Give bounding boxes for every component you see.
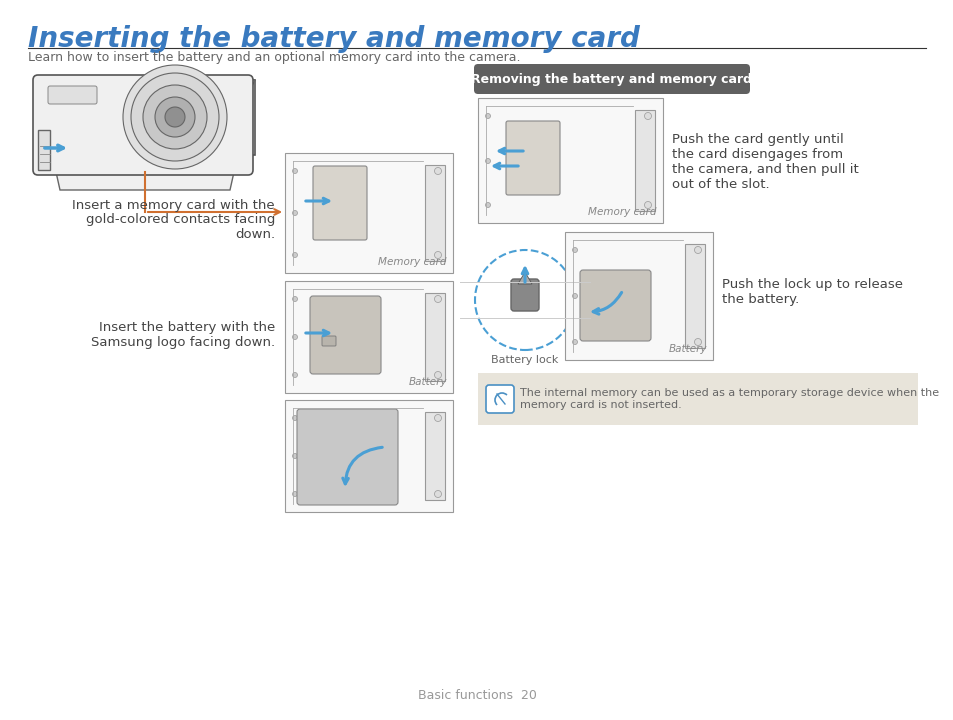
Text: Memory card: Memory card (588, 207, 657, 217)
FancyBboxPatch shape (474, 64, 749, 94)
Circle shape (434, 295, 441, 302)
Bar (38, 130, 50, 170)
Circle shape (572, 340, 577, 344)
Circle shape (154, 97, 194, 137)
Circle shape (293, 335, 297, 340)
Circle shape (572, 248, 577, 253)
Circle shape (293, 492, 297, 497)
Polygon shape (35, 80, 254, 110)
FancyBboxPatch shape (579, 270, 650, 341)
Text: Battery: Battery (408, 377, 447, 387)
Polygon shape (40, 100, 250, 190)
FancyBboxPatch shape (313, 166, 367, 240)
Circle shape (293, 372, 297, 377)
Circle shape (485, 114, 490, 119)
Circle shape (694, 246, 700, 253)
Bar (684, 244, 704, 348)
Circle shape (434, 168, 441, 174)
FancyBboxPatch shape (296, 409, 397, 505)
Text: Insert a memory card with the
gold-colored contacts facing
down.: Insert a memory card with the gold-color… (72, 199, 274, 241)
Circle shape (165, 107, 185, 127)
Text: Removing the battery and memory card: Removing the battery and memory card (471, 73, 752, 86)
Circle shape (293, 168, 297, 174)
Bar (424, 293, 444, 381)
Circle shape (485, 158, 490, 163)
Text: Push the card gently until
the card disengages from
the camera, and then pull it: Push the card gently until the card dise… (671, 133, 858, 191)
Circle shape (293, 415, 297, 420)
FancyBboxPatch shape (33, 75, 253, 175)
Bar (424, 412, 444, 500)
Bar (635, 110, 655, 211)
Circle shape (123, 65, 227, 169)
Text: Insert the battery with the
Samsung logo facing down.: Insert the battery with the Samsung logo… (91, 321, 274, 349)
Bar (424, 165, 444, 261)
Text: Inserting the battery and memory card: Inserting the battery and memory card (28, 25, 639, 53)
FancyBboxPatch shape (48, 86, 97, 104)
Polygon shape (35, 80, 254, 155)
Polygon shape (35, 80, 254, 130)
Bar (285, 153, 453, 273)
Circle shape (143, 85, 207, 149)
Text: Basic functions  20: Basic functions 20 (417, 689, 536, 702)
FancyBboxPatch shape (322, 336, 335, 346)
Circle shape (434, 251, 441, 258)
FancyBboxPatch shape (511, 279, 538, 311)
Circle shape (572, 294, 577, 299)
Text: Learn how to insert the battery and an optional memory card into the camera.: Learn how to insert the battery and an o… (28, 51, 520, 64)
Circle shape (644, 202, 651, 209)
Bar (285, 281, 453, 393)
Circle shape (293, 210, 297, 215)
Circle shape (644, 112, 651, 120)
FancyBboxPatch shape (505, 121, 559, 195)
Circle shape (434, 372, 441, 379)
Bar (477, 373, 917, 425)
Bar (285, 400, 453, 512)
Text: Push the lock up to release
the battery.: Push the lock up to release the battery. (721, 278, 902, 306)
Bar (564, 232, 712, 360)
Text: Battery lock: Battery lock (491, 355, 558, 365)
Circle shape (485, 202, 490, 207)
Circle shape (293, 253, 297, 258)
Text: The internal memory can be used as a temporary storage device when the
memory ca: The internal memory can be used as a tem… (519, 388, 938, 410)
Text: Battery: Battery (668, 344, 706, 354)
Circle shape (434, 490, 441, 498)
Circle shape (131, 73, 219, 161)
Polygon shape (517, 272, 532, 284)
Circle shape (434, 415, 441, 421)
Text: Memory card: Memory card (378, 257, 447, 267)
FancyBboxPatch shape (485, 385, 514, 413)
Circle shape (293, 454, 297, 459)
Bar (477, 98, 662, 223)
FancyBboxPatch shape (310, 296, 380, 374)
Circle shape (293, 297, 297, 302)
Circle shape (694, 338, 700, 346)
